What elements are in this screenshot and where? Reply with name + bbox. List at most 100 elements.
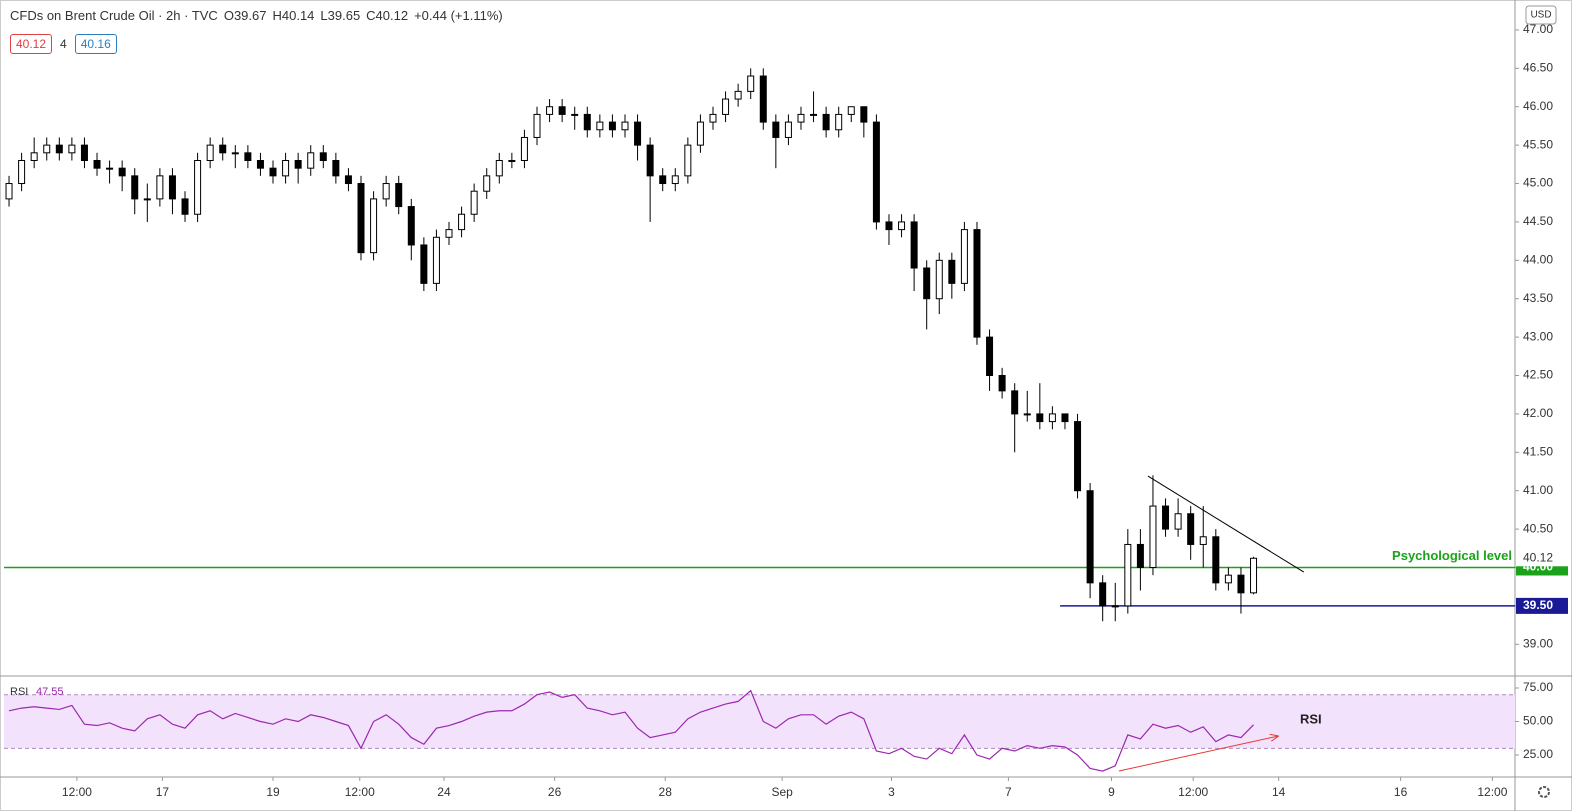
candle-body (960, 229, 968, 284)
candle-body (583, 113, 591, 131)
candle-body (810, 113, 818, 116)
candle-body (282, 159, 290, 177)
candle-body (43, 144, 51, 154)
candle-body (219, 144, 227, 154)
candle-body (206, 144, 214, 161)
candle-body (1023, 413, 1031, 416)
symbol-title: CFDs on Brent Crude Oil · 2h · TVC (10, 8, 218, 23)
candle-body (1011, 390, 1019, 415)
candle-body (935, 259, 943, 300)
candle-body (973, 229, 981, 338)
candle-body (797, 113, 805, 123)
y-tick-label: 44.50 (1523, 214, 1553, 228)
y-tick-label: 43.00 (1523, 329, 1553, 343)
candle-body (847, 106, 855, 115)
candle-body (395, 183, 403, 208)
candle-body (1174, 513, 1182, 530)
level-label-box (1516, 597, 1568, 614)
candle-body (835, 113, 843, 131)
candle-body (319, 152, 327, 161)
candle-body (370, 198, 378, 254)
candle-body (1111, 605, 1119, 608)
rsi-y-tick-label: 25.00 (1523, 747, 1553, 761)
candle-body (608, 121, 616, 131)
candle-body (659, 175, 667, 185)
readout-close: C40.12 (366, 8, 409, 23)
candle-body (1224, 574, 1232, 584)
settings-icon[interactable] (1538, 786, 1550, 798)
candle-body (634, 121, 642, 146)
trendline (1147, 475, 1305, 573)
candle-body (30, 152, 38, 161)
x-tick-label: 7 (1005, 785, 1012, 799)
candle-body (986, 336, 994, 377)
candle-body (533, 113, 541, 138)
candle-body (1162, 505, 1170, 530)
x-tick-label: 12:00 (1178, 785, 1208, 799)
rsi-band (4, 694, 1515, 749)
x-tick-label: 9 (1108, 785, 1115, 799)
candle-body (898, 221, 906, 231)
currency-box (1525, 5, 1557, 25)
candle-body (558, 106, 566, 115)
candle-body (18, 159, 26, 185)
candle-body (106, 167, 114, 170)
x-tick-label: 12:00 (345, 785, 375, 799)
candle-body (1074, 421, 1082, 492)
candle-body (407, 206, 415, 246)
candle-body (256, 159, 264, 169)
candle-body (508, 159, 516, 162)
x-tick-label: 16 (1394, 785, 1408, 799)
candle-body (885, 221, 893, 231)
candle-body (332, 159, 340, 177)
level-annotation: Psychological level (1392, 548, 1512, 563)
candle-body (571, 113, 579, 116)
candle-body (156, 175, 164, 200)
spread: 4 (60, 37, 67, 51)
candle-body (181, 198, 189, 215)
candle-body (68, 144, 76, 154)
candle-body (684, 144, 692, 177)
x-tick-label: 14 (1272, 785, 1286, 799)
y-tick-label: 47.00 (1523, 22, 1553, 36)
y-tick-label: 45.50 (1523, 137, 1553, 151)
x-tick-label: 17 (156, 785, 170, 799)
candle-body (734, 90, 742, 100)
candle-body (784, 121, 792, 138)
candle-body (5, 183, 13, 200)
candle-body (458, 213, 466, 231)
rsi-annotation: RSI (1300, 711, 1322, 726)
candle-body (344, 175, 352, 185)
ask[interactable]: 40.16 (74, 34, 117, 54)
last-price-label: 40.12 (1523, 550, 1553, 564)
y-tick-label: 46.50 (1523, 61, 1553, 75)
x-tick-label: 24 (437, 785, 451, 799)
candle-body (357, 183, 365, 254)
candle-body (93, 159, 101, 169)
bid[interactable]: 40.12 (10, 34, 53, 54)
candle-body (55, 144, 63, 154)
candle-body (596, 121, 604, 131)
candle-body (1187, 513, 1195, 545)
candle-body (998, 375, 1006, 392)
y-tick-label: 45.00 (1523, 176, 1553, 190)
readout-change: +0.44 (+1.11%) (414, 8, 503, 23)
candle-body (671, 175, 679, 185)
x-tick-label: 3 (888, 785, 895, 799)
candle-body (118, 167, 126, 177)
candle-body (709, 113, 717, 123)
candle-body (1149, 505, 1157, 568)
x-tick-label: 26 (548, 785, 562, 799)
candle-body (1086, 490, 1094, 584)
candle-body (244, 152, 252, 161)
candle-body (696, 121, 704, 146)
candle-body (1061, 413, 1069, 423)
candle-body (621, 121, 629, 131)
candle-body (948, 259, 956, 284)
candle-body (546, 106, 554, 115)
y-tick-label: 41.00 (1523, 483, 1553, 497)
candle-body (1036, 413, 1044, 423)
y-tick-label: 42.50 (1523, 368, 1553, 382)
